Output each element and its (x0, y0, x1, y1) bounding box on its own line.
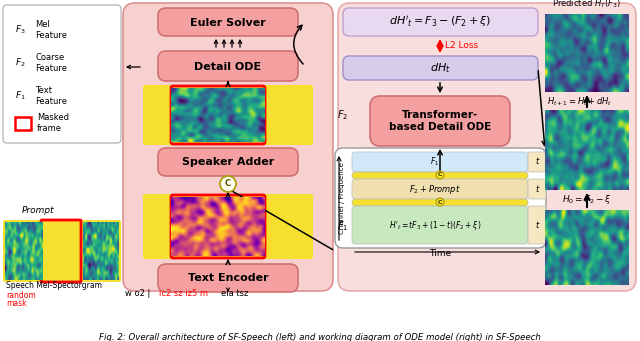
Text: Coarse
Feature: Coarse Feature (35, 53, 67, 73)
Circle shape (436, 171, 444, 179)
Text: w o2 |: w o2 | (125, 289, 150, 298)
FancyBboxPatch shape (343, 56, 538, 80)
FancyBboxPatch shape (370, 96, 510, 146)
FancyBboxPatch shape (338, 3, 636, 291)
FancyBboxPatch shape (352, 152, 528, 172)
FancyBboxPatch shape (143, 194, 313, 259)
Circle shape (220, 176, 236, 192)
FancyBboxPatch shape (41, 220, 81, 282)
FancyBboxPatch shape (3, 5, 121, 143)
Text: Channel / Frequence: Channel / Frequence (339, 162, 345, 234)
Text: $F_1$: $F_1$ (430, 156, 440, 168)
Text: Text Encoder: Text Encoder (188, 273, 268, 283)
FancyBboxPatch shape (158, 51, 298, 81)
FancyBboxPatch shape (3, 220, 121, 282)
Text: $H_{t+1} = H_t + dH_t$: $H_{t+1} = H_t + dH_t$ (547, 96, 612, 108)
Text: Mel
Feature: Mel Feature (35, 20, 67, 40)
FancyBboxPatch shape (158, 264, 298, 292)
Text: $F_1$: $F_1$ (337, 219, 348, 233)
Text: Speaker Adder: Speaker Adder (182, 157, 274, 167)
Text: Time: Time (429, 249, 451, 258)
FancyBboxPatch shape (528, 206, 546, 244)
FancyBboxPatch shape (143, 85, 313, 145)
Text: C: C (438, 199, 442, 205)
Text: Predicted $H_T(F_3)$: Predicted $H_T(F_3)$ (552, 0, 621, 10)
FancyBboxPatch shape (352, 199, 528, 206)
Text: mask: mask (6, 299, 27, 308)
FancyBboxPatch shape (335, 148, 546, 248)
Bar (15, 117, 31, 130)
Text: $F_2$: $F_2$ (15, 57, 26, 69)
FancyBboxPatch shape (158, 148, 298, 176)
FancyBboxPatch shape (528, 179, 546, 199)
FancyBboxPatch shape (352, 172, 528, 179)
Text: Masked
frame: Masked frame (37, 113, 69, 133)
Text: Speech Mel-Spectorgram: Speech Mel-Spectorgram (6, 281, 102, 290)
Text: ic2 sz iz5 m: ic2 sz iz5 m (159, 289, 208, 298)
Text: $dH_t$: $dH_t$ (429, 61, 451, 75)
Text: C: C (225, 179, 231, 189)
Text: $F_1$: $F_1$ (15, 90, 26, 102)
Text: $F_2 + Prompt$: $F_2 + Prompt$ (409, 182, 461, 195)
Text: t: t (536, 221, 539, 229)
Text: random: random (6, 291, 36, 300)
FancyBboxPatch shape (343, 8, 538, 36)
FancyBboxPatch shape (352, 206, 528, 244)
FancyBboxPatch shape (123, 3, 333, 291)
Circle shape (436, 198, 444, 206)
Text: eia tsz: eia tsz (221, 289, 248, 298)
Text: Text
Feature: Text Feature (35, 86, 67, 106)
Text: C: C (438, 173, 442, 178)
Text: $H'_t = tF_3 + (1-t)(F_2+\xi)$: $H'_t = tF_3 + (1-t)(F_2+\xi)$ (388, 219, 481, 232)
Text: Transformer-
based Detail ODE: Transformer- based Detail ODE (389, 110, 491, 132)
FancyBboxPatch shape (158, 8, 298, 36)
Text: Prompt: Prompt (22, 206, 54, 215)
Text: $F_3$: $F_3$ (15, 24, 26, 36)
FancyBboxPatch shape (528, 152, 546, 172)
Text: $H_0 = F_2 - \xi$: $H_0 = F_2 - \xi$ (562, 193, 612, 206)
Text: Detail ODE: Detail ODE (195, 62, 262, 72)
Text: Fig. 2: Overall architecture of SF-Speech (left) and working diagram of ODE mode: Fig. 2: Overall architecture of SF-Speec… (99, 333, 541, 341)
FancyBboxPatch shape (352, 179, 528, 199)
Text: t: t (536, 158, 539, 166)
Text: L2 Loss: L2 Loss (445, 42, 478, 50)
Text: Euler Solver: Euler Solver (190, 18, 266, 28)
Text: $F_2$: $F_2$ (337, 108, 348, 122)
Text: $dH'_t = F_3 - (F_2 + \xi)$: $dH'_t = F_3 - (F_2 + \xi)$ (389, 15, 491, 30)
Text: t: t (536, 184, 539, 193)
